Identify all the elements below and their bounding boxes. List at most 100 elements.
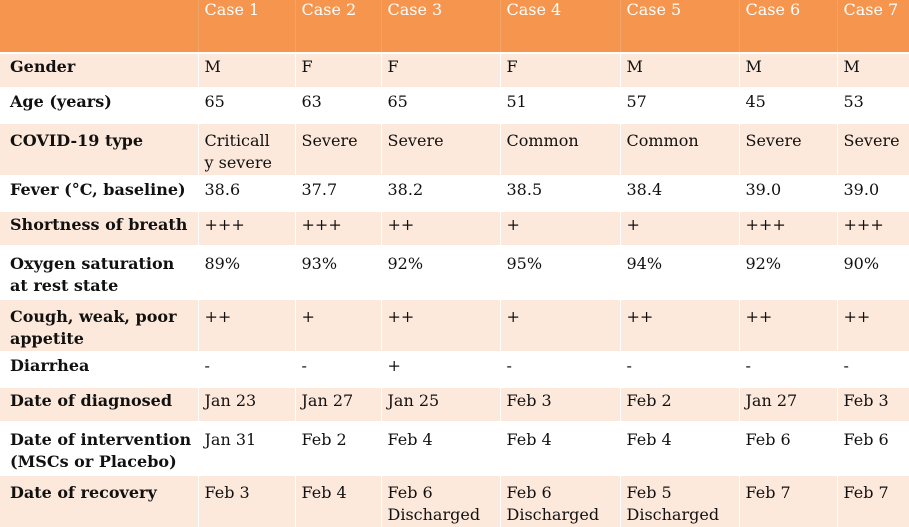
table-cell: 37.7	[294, 175, 381, 211]
cell-line: Feb 2	[301, 430, 347, 449]
cell-line: -	[506, 356, 512, 375]
table-cell: 38.2	[380, 175, 500, 211]
table-cell: -	[294, 351, 381, 387]
cell-line: Jan 25	[387, 391, 440, 410]
cell-line: Common	[506, 131, 579, 150]
cell-line: Feb 3	[506, 391, 552, 410]
table-cell: M	[197, 52, 295, 88]
table-cell: 92%	[738, 245, 837, 299]
column-header-case-2: Case 2	[294, 0, 381, 53]
header-row: Case 1 Case 2 Case 3 Case 4 Case 5 Case …	[0, 0, 909, 53]
row-label: Oxygen saturation at rest state	[0, 245, 198, 299]
label-line: Date of recovery	[10, 483, 157, 502]
table-row-date-of-intervention: Date of intervention (MSCs or Placebo) Ja…	[0, 421, 909, 475]
table-cell: 57	[619, 87, 739, 123]
cell-line: -	[301, 356, 307, 375]
table-cell: +	[294, 298, 381, 352]
cell-line: Feb 3	[204, 483, 250, 502]
cell-line: F	[387, 57, 399, 76]
table-row-date-of-recovery: Date of recovery Feb 3 Feb 4 Feb 6 Discha…	[0, 474, 909, 527]
cell-line: Feb 6	[843, 430, 889, 449]
table-cell: Feb 4	[499, 421, 620, 475]
table-cell: 89%	[197, 245, 295, 299]
cell-line: 53	[843, 92, 864, 111]
cell-line: 45	[745, 92, 766, 111]
cell-line: +++	[745, 215, 786, 234]
cell-line: -	[626, 356, 632, 375]
table-cell: Feb 5 Discharged	[619, 474, 739, 527]
table-cell: 51	[499, 87, 620, 123]
cell-line: Feb 4	[387, 430, 433, 449]
cell-line: 95%	[506, 254, 543, 273]
table-cell: Feb 3	[197, 474, 295, 527]
table-cell: +++	[738, 210, 837, 246]
table-row-cough: Cough, weak, poor appetite ++ + ++ + ++ +…	[0, 298, 909, 352]
cell-line: 90%	[843, 254, 880, 273]
table-cell: Jan 27	[738, 386, 837, 422]
cell-line: ++	[843, 307, 871, 326]
label-line: Shortness of breath	[10, 215, 188, 234]
label-line: at rest state	[10, 276, 119, 295]
table-cell: -	[197, 351, 295, 387]
table-cell: -	[619, 351, 739, 387]
column-header-case-6: Case 6	[738, 0, 837, 53]
row-label: Age (years)	[0, 87, 198, 123]
row-label: Date of diagnosed	[0, 386, 198, 422]
table-cell: Severe	[294, 122, 381, 176]
cell-line: 65	[387, 92, 408, 111]
table-cell: +	[499, 210, 620, 246]
table-row-oxygen-saturation: Oxygen saturation at rest state 89% 93% 9…	[0, 245, 909, 299]
row-label: Shortness of breath	[0, 210, 198, 246]
table-cell: Severe	[836, 122, 909, 176]
table-cell: -	[836, 351, 909, 387]
table-cell: Feb 6	[738, 421, 837, 475]
cell-line: M	[626, 57, 643, 76]
table-cell: 38.6	[197, 175, 295, 211]
table-cell: +	[499, 298, 620, 352]
table-cell: 38.5	[499, 175, 620, 211]
table-cell: 39.0	[836, 175, 909, 211]
cell-line: ++	[387, 307, 415, 326]
label-line: Date of intervention	[10, 430, 192, 449]
table-cell: +++	[294, 210, 381, 246]
row-label: Date of recovery	[0, 474, 198, 527]
table-cell: 95%	[499, 245, 620, 299]
table-cell: Jan 27	[294, 386, 381, 422]
cell-line: 38.5	[506, 180, 543, 199]
cell-line: 65	[204, 92, 225, 111]
cell-line: ++	[626, 307, 654, 326]
table-cell: ++	[738, 298, 837, 352]
label-line: Gender	[10, 57, 76, 76]
label-line: Fever (°C, baseline)	[10, 180, 186, 199]
cell-line: Feb 7	[745, 483, 791, 502]
cell-line: Severe	[745, 131, 802, 150]
cell-line: 51	[506, 92, 527, 111]
table-row-date-of-diagnosed: Date of diagnosed Jan 23 Jan 27 Jan 25 F…	[0, 386, 909, 422]
table-cell: Feb 7	[836, 474, 909, 527]
table-cell: M	[738, 52, 837, 88]
table-cell: 94%	[619, 245, 739, 299]
table-cell: Severe	[380, 122, 500, 176]
cell-line: M	[843, 57, 860, 76]
table-cell: Feb 4	[619, 421, 739, 475]
cell-line: Severe	[301, 131, 358, 150]
table-cell: +	[619, 210, 739, 246]
cell-line: Feb 4	[626, 430, 672, 449]
table-row-covid-type: COVID-19 type Criticall y severe Severe S…	[0, 122, 909, 176]
table-row-fever: Fever (°C, baseline) 38.6 37.7 38.2 38.5…	[0, 175, 909, 211]
label-line: Cough, weak, poor	[10, 307, 177, 326]
cell-line: Jan 23	[204, 391, 257, 410]
table-cell: 90%	[836, 245, 909, 299]
row-label: Diarrhea	[0, 351, 198, 387]
cell-line: Criticall	[204, 131, 270, 150]
table-cell: 38.4	[619, 175, 739, 211]
column-header-case-4: Case 4	[499, 0, 620, 53]
cell-line: 92%	[745, 254, 782, 273]
column-header-case-1: Case 1	[197, 0, 295, 53]
cell-line: ++	[745, 307, 773, 326]
table-cell: 39.0	[738, 175, 837, 211]
cell-line: +	[506, 307, 520, 326]
cell-line: +++	[301, 215, 342, 234]
row-label: Fever (°C, baseline)	[0, 175, 198, 211]
